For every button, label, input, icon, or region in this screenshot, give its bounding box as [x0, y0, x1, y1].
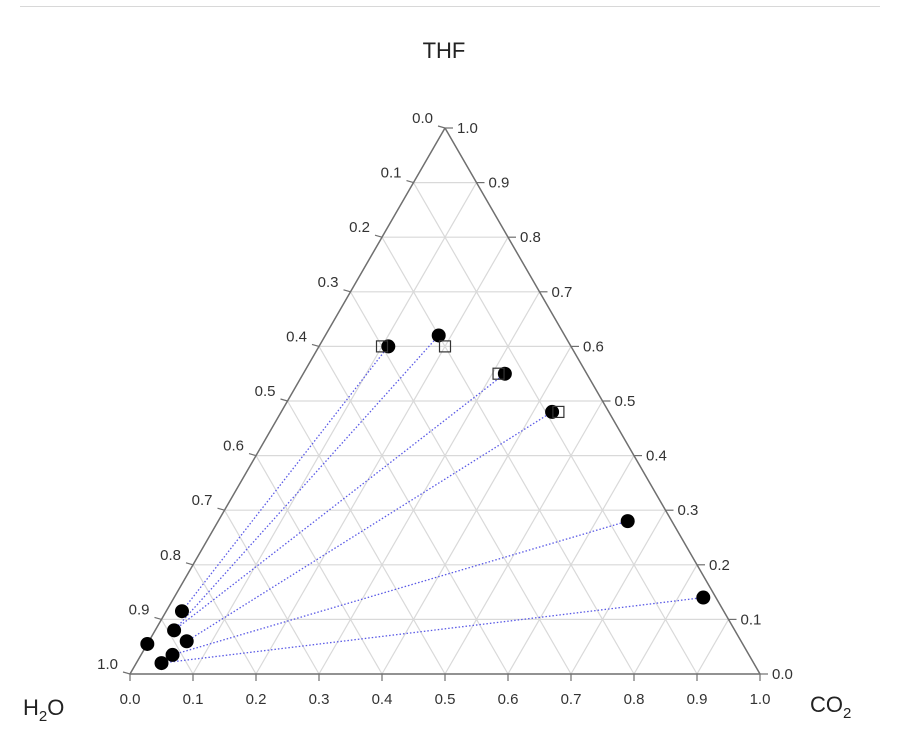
tick-left: [280, 398, 288, 402]
grid-line-co2: [318, 291, 541, 675]
vertex-label-left: H2O: [23, 695, 64, 725]
tick-left: [343, 289, 351, 293]
data-point-square: [438, 340, 452, 353]
tick-label-bottom: 0.8: [624, 691, 645, 708]
tick-left: [217, 507, 225, 511]
tick-label-left: 0.1: [381, 165, 402, 182]
tie-lines: [161, 335, 704, 664]
tick-label-right: 0.2: [709, 557, 730, 574]
data-point-circle: [497, 366, 512, 381]
tick-labels: 0.0 0.0 0.0 0.1 0.1 0.1 0.2 0.2 0.2 0.3 0.3 0.3 0.4 0…: [97, 110, 793, 708]
data-point-square: [552, 405, 565, 419]
grid-lines: [160, 182, 730, 675]
grid-line-h2o: [255, 455, 383, 675]
tick-label-bottom: 0.0: [120, 691, 141, 708]
tick-label-left: 0.6: [223, 438, 244, 455]
grid-line-co2: [633, 564, 698, 675]
tick-label-left: 1.0: [97, 656, 118, 673]
tick-label-bottom: 0.2: [246, 691, 267, 708]
tick-label-bottom: 0.4: [372, 691, 393, 708]
tick-label-left: 0.3: [318, 274, 339, 291]
tick-label-left: 0.8: [160, 547, 181, 564]
tick-label-right: 0.3: [678, 502, 699, 519]
data-point-circle: [545, 404, 560, 419]
tick-label-bottom: 0.7: [561, 691, 582, 708]
data-point-circle: [174, 604, 189, 619]
grid-line-h2o: [412, 182, 698, 675]
tick-left: [437, 125, 446, 129]
tick-label-left: 0.4: [286, 328, 307, 345]
grid-line-h2o: [286, 400, 446, 675]
tick-label-right: 0.7: [552, 284, 573, 301]
tie-line: [181, 346, 389, 612]
vertex-label-left-tail: O: [47, 695, 64, 720]
tick-label-right: 0.6: [583, 338, 604, 355]
grid-line-h2o: [192, 564, 257, 675]
tick-marks: [122, 125, 768, 681]
data-point-square: [375, 340, 389, 353]
tie-line: [173, 335, 440, 631]
data-point-circle: [431, 328, 446, 343]
data-point-circle: [696, 590, 711, 605]
data-point-circle: [381, 339, 396, 354]
tick-label-left: 0.9: [129, 601, 150, 618]
tick-left: [154, 616, 162, 620]
tick-label-right: 0.4: [646, 448, 667, 465]
data-point-circle: [140, 636, 155, 651]
tick-label-bottom: 0.6: [498, 691, 519, 708]
grid-line-co2: [696, 619, 730, 675]
tick-label-left: 0.5: [255, 383, 276, 400]
vertex-label-top: THF: [423, 38, 466, 63]
vertex-label-left-main: H: [23, 695, 39, 720]
tick-label-left: 0.7: [192, 492, 213, 509]
tick-label-right: 0.8: [520, 229, 541, 246]
grid-line-h2o: [223, 509, 320, 675]
tick-left: [374, 234, 383, 238]
data-point-circle: [167, 623, 182, 638]
tick-label-right: 0.0: [772, 666, 793, 683]
tick-left: [248, 453, 257, 457]
tick-label-left: 0.2: [349, 219, 370, 236]
grid-line-co2: [192, 182, 478, 675]
tick-label-right: 0.5: [615, 393, 636, 410]
tick-label-right: 1.0: [457, 120, 478, 137]
top-divider: [20, 6, 880, 7]
vertex-label-right-main: CO: [810, 692, 843, 717]
tick-left: [185, 562, 194, 566]
tick-label-bottom: 0.1: [183, 691, 204, 708]
grid-line-h2o: [160, 619, 194, 675]
tick-label-bottom: 1.0: [750, 691, 771, 708]
grid-line-co2: [444, 400, 604, 675]
grid-line-h2o: [349, 291, 572, 675]
data-point-square: [492, 367, 505, 380]
vertex-label-left-sub: 2: [39, 708, 47, 725]
tick-label-right: 0.1: [741, 611, 762, 628]
tick-left: [406, 180, 414, 184]
tick-left: [311, 343, 320, 347]
tick-label-right: 0.9: [489, 175, 510, 192]
vertex-label-right: CO2: [810, 692, 851, 722]
grid-line-co2: [507, 455, 635, 675]
vertex-label-right-sub: 2: [843, 705, 851, 722]
grid-line-co2: [570, 509, 667, 675]
tick-label-left: 0.0: [412, 110, 433, 127]
data-point-circle: [165, 647, 180, 662]
tick-left: [122, 671, 131, 675]
data-point-circle: [179, 634, 194, 649]
tick-label-bottom: 0.3: [309, 691, 330, 708]
data-point-circle: [620, 514, 635, 529]
tick-label-bottom: 0.9: [687, 691, 708, 708]
tick-label-bottom: 0.5: [435, 691, 456, 708]
data-point-circle: [154, 656, 169, 671]
data-markers: [140, 328, 711, 671]
tie-line: [173, 373, 506, 631]
